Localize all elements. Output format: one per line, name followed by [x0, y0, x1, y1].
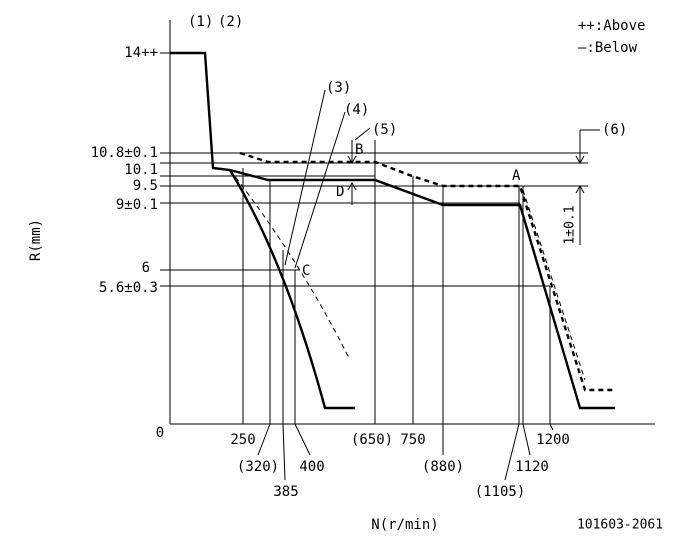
label: (3)	[326, 80, 351, 96]
label: C	[302, 263, 310, 279]
label: (2)	[218, 14, 243, 30]
y-tick-label: 14++	[124, 45, 158, 61]
label: A	[512, 168, 521, 184]
x-tick-label: (320)	[237, 459, 279, 475]
x-tick-label: 385	[273, 484, 298, 500]
legend: —:Below	[578, 40, 638, 56]
y-tick-label: 10.1	[124, 162, 158, 178]
label: (4)	[344, 102, 369, 118]
x-tick-label: 750	[400, 432, 425, 448]
y-tick-label: 6	[142, 260, 150, 276]
label: (5)	[372, 122, 397, 138]
curve-above	[239, 151, 615, 392]
code: 101603-2061	[577, 518, 663, 533]
droop-above	[229, 169, 351, 361]
y-tick-label: 0	[156, 425, 164, 441]
x-tick-label: 400	[299, 459, 324, 475]
label: (6)	[602, 122, 627, 138]
legend: ++:Above	[578, 18, 645, 34]
label: (1)	[188, 14, 213, 30]
droop-below	[228, 169, 355, 410]
y-tick-label: 10.8±0.1	[91, 145, 158, 161]
y-tick-label: 9.5	[133, 178, 158, 194]
curve-above-thin	[522, 189, 586, 381]
x-tick-label: 250	[230, 432, 255, 448]
axis-title: N(r/min)	[371, 517, 438, 533]
x-tick-label: (650)	[351, 432, 393, 448]
reference-lines	[160, 52, 600, 481]
label: D	[336, 184, 344, 200]
x-tick-label: (880)	[422, 459, 464, 475]
y-tick-label: 5.6±0.3	[99, 280, 158, 296]
x-tick-label: 1200	[536, 432, 570, 448]
label: B	[355, 142, 363, 158]
x-tick-label: (1105)	[475, 484, 526, 500]
y-tick-label: 9±0.1	[116, 197, 158, 213]
label: 1±0.1	[563, 205, 578, 244]
axis-title: R(mm)	[28, 219, 44, 261]
curve-below	[170, 51, 615, 410]
x-tick-label: 1120	[515, 459, 549, 475]
